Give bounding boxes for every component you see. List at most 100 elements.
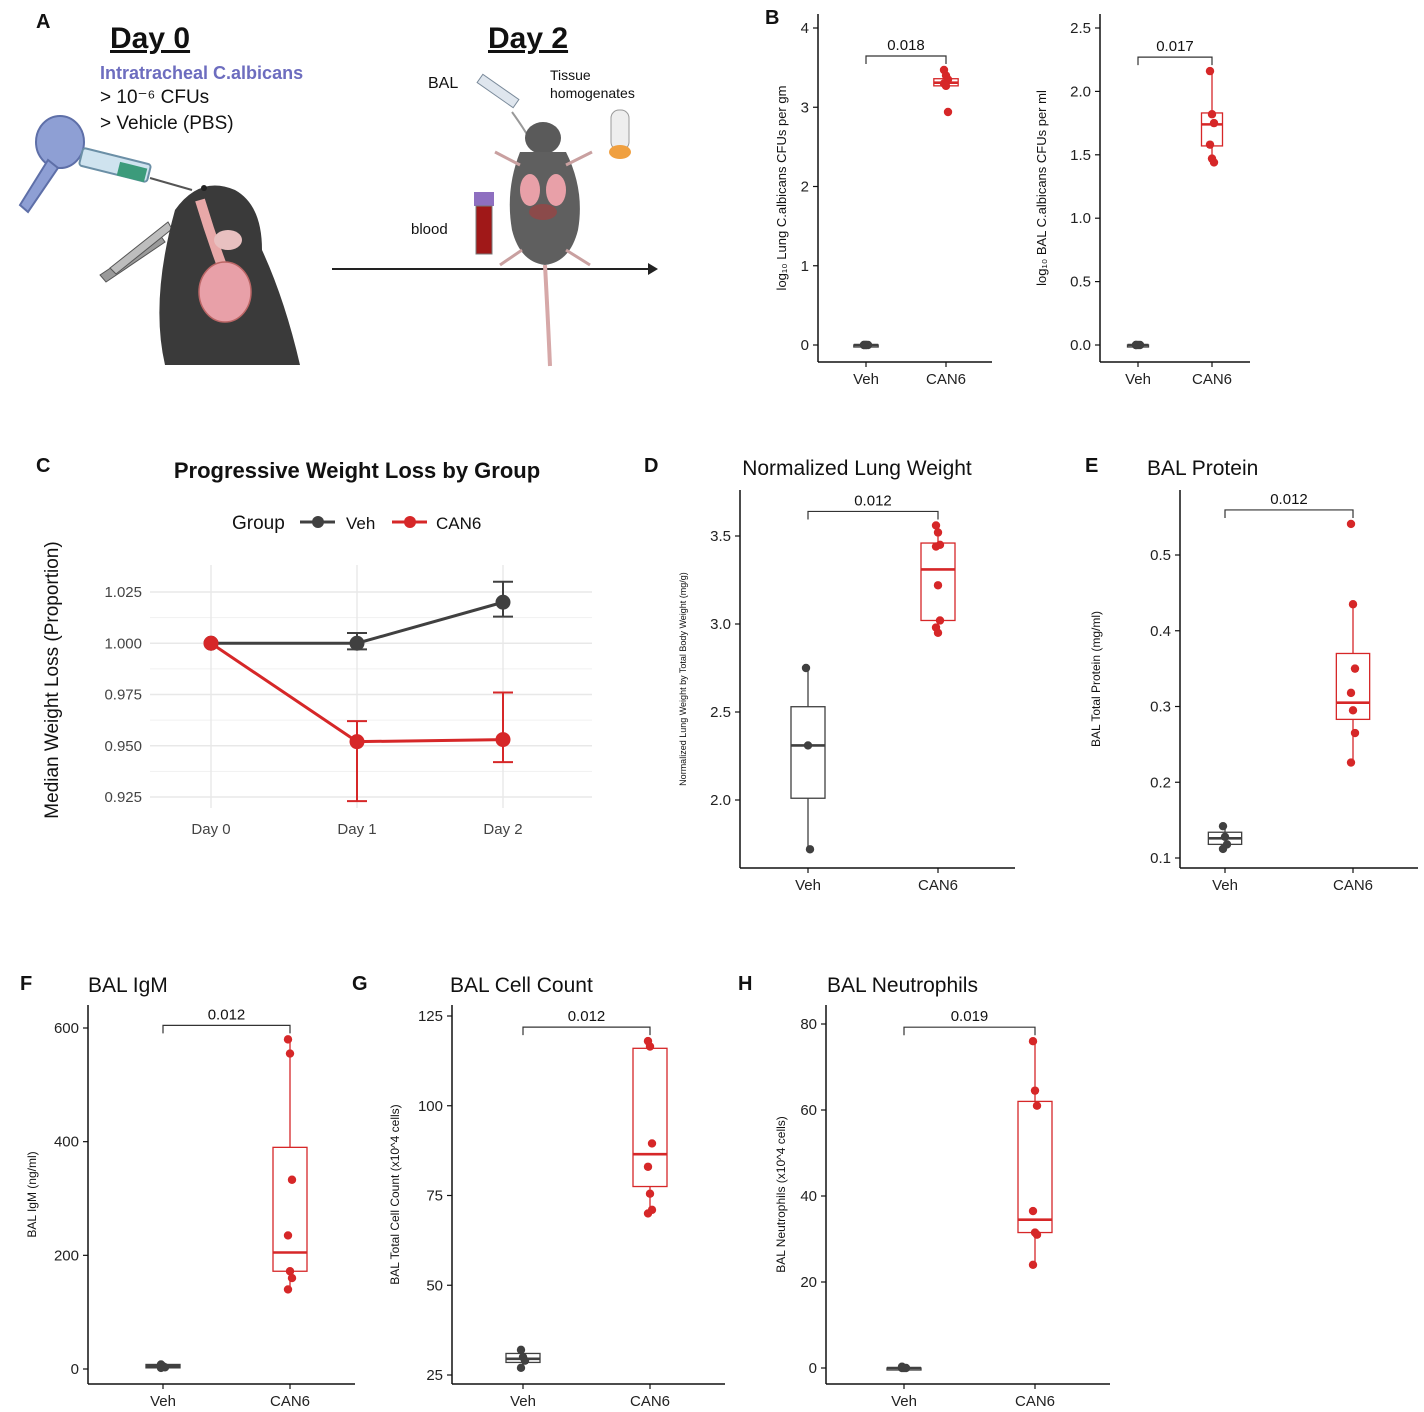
x-tick-label: Veh [891,1393,917,1410]
y-tick-label: 2.0 [1070,83,1091,100]
data-point [645,1042,655,1051]
data-point [1032,1230,1042,1239]
data-point [287,1175,297,1184]
panel-letter-e: E [1085,455,1098,477]
legend-can6-label: CAN6 [436,514,481,533]
y-tick-label: 3 [801,99,809,116]
box-can6 [632,1036,668,1218]
data-point [933,528,943,537]
x-tick-label: Day 1 [337,821,376,838]
data-point [933,628,943,637]
data-point [1209,118,1219,128]
timeline-arrow-icon [648,263,658,275]
chart-f-title: BAL IgM [88,974,168,997]
y-tick-label: 0.4 [1150,623,1171,640]
panel-letter-c: C [36,455,50,477]
x-tick-label: Veh [853,371,879,388]
plot-background [150,565,592,808]
x-tick-label: CAN6 [630,1393,670,1410]
data-point [285,1049,295,1058]
data-point [1346,519,1356,529]
panel-letter-f: F [20,973,32,995]
data-point [1346,758,1356,767]
chart-e-title: BAL Protein [1147,457,1258,480]
chart-d-title: Normalized Lung Weight [742,457,972,480]
y-tick-label: 1.0 [1070,210,1091,227]
data-point [1032,1101,1042,1110]
route-label: Intratracheal C.albicans [100,63,303,83]
x-tick-label: Veh [1212,877,1238,894]
y-tick-label: 40 [800,1188,817,1205]
box-iqr [1335,652,1371,721]
y-tick-label: 4 [801,20,809,37]
data-point [805,845,815,854]
data-point [1348,706,1358,715]
panel-letter-a: A [36,11,50,33]
panel-a-illustration: A Day 0 Day 2 Intratracheal C.albicans >… [18,11,658,367]
chart-f: 0 200 400 600 Veh CAN6 BAL IgM (ng/ml) 0.012 [25,1005,355,1410]
y-tick-label: 0.3 [1150,699,1171,716]
x-tick-label: CAN6 [1333,877,1373,894]
blood-tube-icon [474,192,494,255]
data-point [1220,832,1230,841]
x-tick-label: CAN6 [1192,371,1232,388]
data-point [935,616,945,625]
data-point [931,542,941,551]
data-point [1346,688,1356,698]
data-point [283,1285,293,1294]
data-point [933,581,943,590]
chart-h-title: BAL Neutrophils [827,974,978,997]
panel-letter-g: G [352,973,368,995]
data-point [495,732,511,748]
pvalue-label: 0.012 [854,492,892,509]
data-point [1218,844,1228,854]
pvalue-bracket [522,1026,651,1036]
pvalue-label: 0.012 [1270,491,1308,508]
x-tick-label: CAN6 [270,1393,310,1410]
data-point [941,81,951,91]
box-iqr [790,706,826,799]
y-tick-label: 1.5 [1070,147,1091,164]
x-tick-label: Veh [1125,371,1151,388]
box-can6 [920,521,956,637]
day0-title: Day 0 [110,22,190,55]
y-tick-label: 75 [426,1188,443,1205]
laryngoscope-icon [18,115,85,214]
box-can6 [1200,66,1224,167]
data-point [861,340,871,350]
y-tick-label: 3.5 [710,528,731,545]
charts-layer: 0 1 2 3 4 Veh CAN6 log₁₀ Lung C.albicans CFUs p… [25,14,1418,1410]
data-point [1350,664,1360,673]
box-veh [505,1345,541,1373]
data-point [645,1189,655,1198]
legend-can6-marker [404,516,416,528]
y-tick-label: 400 [54,1134,79,1151]
data-point [1030,1086,1040,1095]
syringe-icon [78,147,193,191]
series-can6 [203,635,513,803]
y-tick-label: 25 [426,1367,443,1384]
chart-c-legend: Group Veh CAN6 [232,513,481,534]
y-tick-label: 0.1 [1150,850,1171,867]
data-point [1028,1037,1038,1046]
data-point [931,521,941,530]
pvalue-bracket [1137,56,1213,66]
data-point [897,1363,907,1373]
data-point [283,1231,293,1240]
data-point [647,1139,657,1148]
vehicle-label: > Vehicle (PBS) [100,113,234,134]
pvalue-bracket [865,55,947,65]
box-veh [886,1362,922,1373]
data-point [1209,158,1219,167]
tissue-label-1: Tissue [550,67,591,83]
panel-letter-b: B [765,7,779,29]
y-tick-label: 2.0 [710,792,731,809]
data-point [495,594,511,610]
mouse-dissected-icon [494,122,593,367]
panel-letter-d: D [644,455,658,477]
chart-d: 2.0 2.5 3.0 3.5 Veh CAN6 Normalized Lung Weigh… [678,490,1015,894]
y-tick-label: 1 [801,258,809,275]
legend-veh-marker [312,516,324,528]
chart-h: 0 20 40 60 80 Veh CAN6 BAL Neutrophils (x10^4 c… [774,1005,1110,1410]
